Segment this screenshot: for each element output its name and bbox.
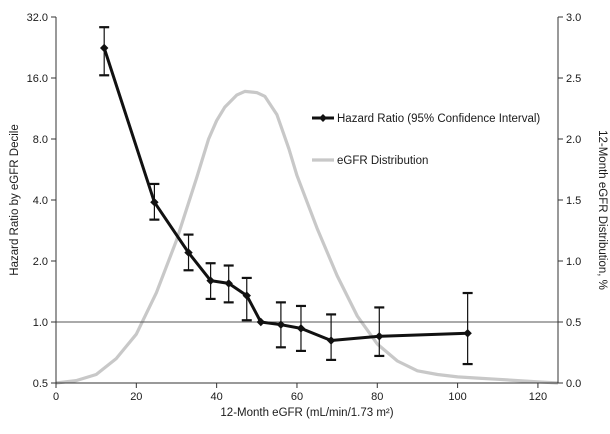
hazard-ratio-point bbox=[296, 324, 306, 333]
y2-tick-label: 1.0 bbox=[566, 256, 581, 268]
y-tick-label: 16.0 bbox=[27, 73, 48, 85]
y-tick-label: 8.0 bbox=[33, 134, 48, 146]
legend-marker-hazard-ratio bbox=[319, 114, 327, 122]
y2-tick-label: 2.0 bbox=[566, 134, 581, 146]
y2-tick-label: 0.0 bbox=[566, 378, 581, 390]
legend-label-hazard-ratio: Hazard Ratio (95% Confidence Interval) bbox=[337, 113, 540, 125]
y-axis-title: Hazard Ratio by eGFR Decile bbox=[9, 124, 21, 275]
hazard-ratio-point bbox=[463, 329, 472, 338]
y2-axis-title: 12-Month eGFR Distribution, % bbox=[596, 130, 608, 290]
y-tick-label: 2.0 bbox=[33, 256, 48, 268]
x-axis-title: 12-Month eGFR (mL/min/1.73 m²) bbox=[220, 407, 393, 419]
hazard-ratio-point bbox=[206, 276, 215, 285]
legend: Hazard Ratio (95% Confidence Interval) eG… bbox=[312, 113, 540, 167]
hazard-ratio-point bbox=[150, 198, 159, 207]
hazard-ratio-layer bbox=[99, 26, 473, 366]
y-tick-label: 4.0 bbox=[33, 195, 48, 207]
y-tick-label: 1.0 bbox=[33, 317, 48, 329]
y2-tick-label: 3.0 bbox=[566, 12, 581, 24]
hazard-ratio-point bbox=[276, 320, 286, 329]
hazard-ratio-point bbox=[256, 317, 266, 327]
hazard-ratio-point bbox=[99, 43, 109, 53]
x-tick-label: 20 bbox=[130, 391, 142, 403]
distribution-series-line bbox=[55, 89, 559, 385]
y-tick-label: 0.5 bbox=[33, 378, 48, 390]
legend-label-distribution: eGFR Distribution bbox=[337, 155, 428, 167]
x-tick-label: 0 bbox=[53, 391, 59, 403]
distribution-layer bbox=[55, 89, 559, 385]
hazard-ratio-point bbox=[242, 291, 251, 300]
y2-tick-label: 1.5 bbox=[566, 195, 581, 207]
hazard-ratio-point bbox=[375, 332, 384, 341]
y-tick-label: 32.0 bbox=[27, 12, 48, 24]
hazard-ratio-point bbox=[326, 336, 336, 345]
x-tick-label: 40 bbox=[211, 391, 223, 403]
hazard-ratio-point bbox=[184, 248, 193, 257]
x-tick-label: 80 bbox=[371, 391, 383, 403]
x-tick-label: 120 bbox=[529, 391, 547, 403]
y2-tick-label: 2.5 bbox=[566, 73, 581, 85]
hazard-ratio-series-line bbox=[102, 47, 468, 342]
x-tick-label: 60 bbox=[291, 391, 303, 403]
axes-layer: 0.5 1.0 2.0 4.0 8.0 16.0 32.0 0.0 0.5 1.0 1.5 2.0 2.… bbox=[27, 12, 582, 403]
y2-tick-label: 0.5 bbox=[566, 317, 581, 329]
hazard-ratio-point bbox=[224, 279, 233, 288]
x-tick-label: 100 bbox=[448, 391, 466, 403]
